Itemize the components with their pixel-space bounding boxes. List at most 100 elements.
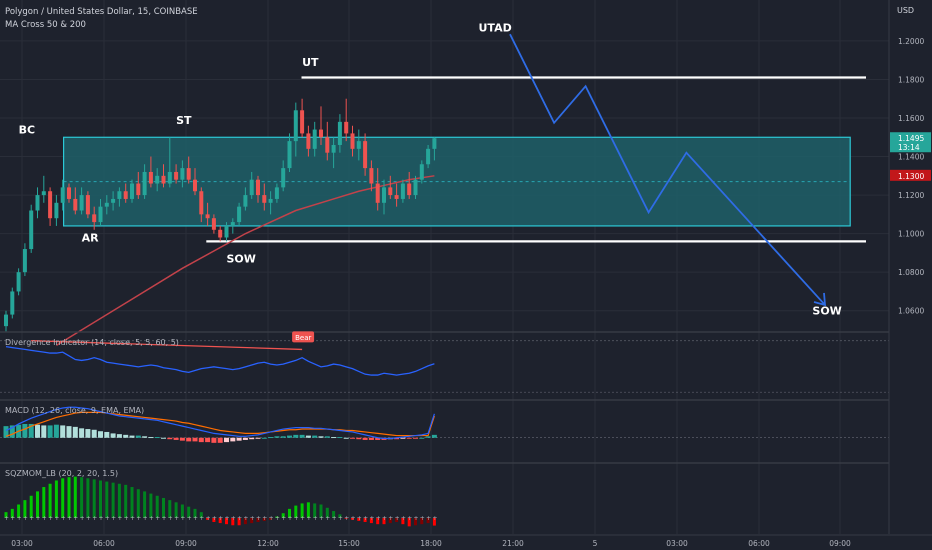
candle-body xyxy=(325,137,330,153)
projection-path xyxy=(509,33,826,306)
candle-body xyxy=(293,110,298,142)
squeeze-dot: + xyxy=(382,515,387,522)
squeeze-momentum-bar xyxy=(162,497,165,518)
squeeze-momentum-bar xyxy=(111,482,115,518)
moving-average-layer xyxy=(56,175,435,347)
wyckoff-label: ST xyxy=(176,114,192,127)
squeeze-dot: + xyxy=(180,515,185,522)
candle-body xyxy=(155,175,160,184)
candle-body xyxy=(186,168,191,180)
candle-body xyxy=(350,133,355,149)
macd-histogram-bar xyxy=(217,437,223,443)
price-tick-label: 1.2000 xyxy=(898,37,924,46)
macd-histogram-bar xyxy=(22,423,28,438)
squeeze-momentum-bar xyxy=(80,477,84,518)
squeeze-dot: + xyxy=(395,515,400,522)
macd-histogram-bar xyxy=(249,437,255,440)
macd-histogram-bar xyxy=(287,435,292,438)
candle-body xyxy=(79,195,84,211)
projection-arrowhead xyxy=(813,292,827,307)
candle-body xyxy=(419,164,424,180)
squeeze-dot: + xyxy=(401,515,406,522)
macd-histogram-bar xyxy=(9,425,15,438)
candle-body xyxy=(199,191,204,215)
macd-histogram-bar xyxy=(129,435,135,438)
currency-label: USD xyxy=(897,6,914,15)
squeeze-dot: + xyxy=(54,515,59,522)
candle-body xyxy=(230,222,235,226)
ma-indicator-title[interactable]: MA Cross 50 & 200 xyxy=(5,20,86,30)
squeeze-momentum-bar xyxy=(332,511,336,518)
candle-body xyxy=(400,183,405,199)
squeeze-dot: + xyxy=(130,515,135,522)
squeeze-momentum-bar xyxy=(338,514,342,518)
symbol-title[interactable]: Polygon / United States Dollar, 15, COIN… xyxy=(5,7,198,17)
macd-histogram-bar xyxy=(293,434,299,438)
candle-body xyxy=(413,179,418,196)
squeeze-dot: + xyxy=(300,515,305,522)
squeeze-dot: + xyxy=(218,515,223,522)
macd-histogram-bar xyxy=(98,431,103,438)
squeeze-dot: + xyxy=(48,515,53,522)
macd-histogram-bar xyxy=(104,431,110,438)
price-axis[interactable]: 1.2000 1.1800 1.1600 1.1400 1.1200 1.1000 1.08… xyxy=(888,0,932,550)
projection-path-layer xyxy=(509,33,827,307)
price-axis-background xyxy=(889,0,932,550)
squeeze-momentum-bar xyxy=(275,516,279,518)
macd-histogram-bar xyxy=(375,437,381,440)
squeeze-dot: + xyxy=(231,515,236,522)
squeeze-momentum-bar xyxy=(401,517,405,525)
squeeze-momentum-bar xyxy=(149,493,153,518)
squeeze-dot: + xyxy=(243,515,248,522)
macd-histogram-bar xyxy=(116,434,122,438)
candle-body xyxy=(29,210,34,250)
candle-body xyxy=(369,168,374,184)
macd-histogram-bar xyxy=(419,437,425,439)
candle-body xyxy=(394,195,399,199)
candle-body xyxy=(319,129,323,138)
candle-body xyxy=(98,206,103,223)
candle-body xyxy=(388,187,393,196)
squeeze-momentum-bar xyxy=(86,478,90,518)
squeeze-momentum-bar xyxy=(29,495,33,518)
time-tick-label: 06:00 xyxy=(93,539,115,548)
squeeze-momentum-bar xyxy=(319,504,323,518)
price-tick-label: 1.1200 xyxy=(898,191,924,200)
macd-histogram-bar xyxy=(337,437,343,439)
candle-body xyxy=(161,175,166,184)
macd-histogram-bar xyxy=(66,426,72,438)
candle-body xyxy=(117,191,122,199)
squeeze-momentum-bar xyxy=(294,505,298,518)
squeeze-momentum-bar xyxy=(73,476,77,518)
wyckoff-annotations: BC AR ST SOW UT UTAD SOW xyxy=(19,21,842,317)
squeeze-momentum-bar xyxy=(36,491,39,518)
squeeze-dot: + xyxy=(407,515,412,522)
wyckoff-label: UTAD xyxy=(479,21,512,34)
candle-body xyxy=(35,195,40,211)
squeeze-momentum-bar xyxy=(67,477,71,518)
candle-body xyxy=(382,187,386,203)
time-tick-label: 12:00 xyxy=(257,539,279,548)
macd-histogram-bar xyxy=(91,429,97,438)
squeeze-dot: + xyxy=(42,515,47,522)
squeeze-dot: + xyxy=(432,515,437,522)
squeeze-momentum-bar xyxy=(231,517,235,526)
candle-body xyxy=(205,214,210,219)
macd-histogram-bar xyxy=(312,435,318,438)
squeeze-momentum-bar xyxy=(143,491,147,518)
candle-body xyxy=(274,187,279,199)
macd-line xyxy=(5,406,435,440)
squeeze-momentum-bar xyxy=(262,517,266,521)
squeeze-dot: + xyxy=(117,515,122,522)
squeeze-momentum-bar xyxy=(199,512,203,518)
squeeze-momentum-bar xyxy=(237,517,241,526)
squeeze-dot: + xyxy=(414,515,419,522)
candle-body xyxy=(432,138,437,149)
macd-histogram-bar xyxy=(261,437,267,439)
divergence-oscillator-line xyxy=(5,346,435,376)
candle-body xyxy=(375,183,380,203)
chart-header: Polygon / United States Dollar, 15, COIN… xyxy=(5,6,914,30)
time-axis[interactable]: 03:00 06:00 09:00 12:00 15:00 18:00 21:00 5 03:0… xyxy=(0,534,932,550)
macd-histogram-bar xyxy=(406,437,412,439)
